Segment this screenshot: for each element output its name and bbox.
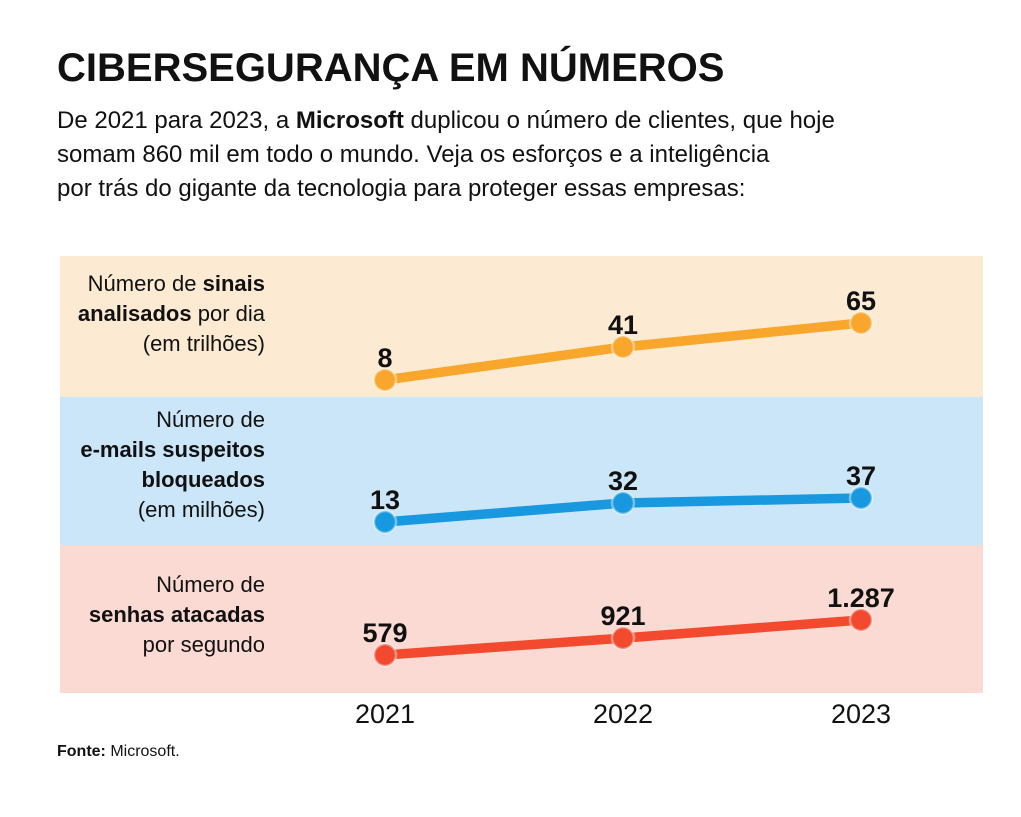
series-label-line: (em milhões)	[60, 495, 265, 525]
series-label-segment: analisados	[77, 300, 192, 326]
series-label-segment: Número de	[156, 407, 265, 432]
intro-text: duplicou o número de clientes, que hoje	[403, 107, 835, 134]
series-label-segment: sinais	[202, 270, 265, 296]
data-point	[610, 334, 636, 360]
data-value-label: 921	[600, 601, 645, 631]
data-value-label: 13	[370, 485, 400, 515]
series-label-segment: Número de	[156, 572, 265, 597]
series-label-segment: (em trilhões)	[142, 330, 265, 356]
chart-band-senhas-atacadas: Número de senhas atacadas por segundo 579 92…	[60, 545, 983, 693]
series-label-line: analisados por dia	[60, 299, 265, 329]
data-value-label: 8	[377, 343, 392, 373]
source-text: Microsoft.	[105, 743, 180, 760]
data-point	[372, 642, 398, 668]
source-note: Fonte: Microsoft.	[57, 743, 180, 761]
source-label: Fonte:	[57, 743, 106, 760]
series-label-line: bloqueados	[60, 465, 265, 495]
intro-text: De 2021 para 2023, a	[57, 107, 296, 134]
series-label-emails-suspeitos-bloqueados: Número de e-mails suspeitos bloqueados (em …	[60, 391, 265, 539]
intro-line-1: De 2021 para 2023, a Microsoft duplicou …	[57, 104, 835, 138]
data-point	[610, 625, 636, 651]
data-point	[848, 607, 874, 633]
series-label-senhas-atacadas: Número de senhas atacadas por segundo	[60, 541, 265, 689]
series-line-chart-sinais-analisados: 8 41 65	[372, 286, 876, 393]
intro-bold-microsoft: Microsoft	[295, 107, 404, 134]
data-point	[848, 310, 874, 336]
series-label-segment: (em milhões)	[137, 497, 265, 522]
series-label-sinais-analisados: Número de sinais analisados por dia (em tr…	[60, 243, 265, 384]
series-label-line: Número de sinais	[60, 269, 265, 299]
data-point	[610, 490, 636, 516]
data-point	[372, 367, 398, 393]
series-label-line: senhas atacadas	[60, 600, 265, 630]
series-label-segment: Número de	[87, 270, 203, 296]
series-label-segment: por segundo	[142, 632, 265, 657]
data-value-label: 1.287	[827, 583, 895, 613]
intro-paragraph: De 2021 para 2023, a Microsoft duplicou …	[57, 104, 835, 206]
x-axis-year-label: 2022	[592, 699, 654, 729]
series-label-segment: senhas atacadas	[88, 602, 265, 627]
series-label-line: Número de	[60, 570, 265, 600]
series-label-segment: e-mails suspeitos	[80, 437, 265, 462]
series-label-line: Número de	[60, 405, 265, 435]
data-value-label: 37	[846, 461, 876, 491]
data-point	[848, 485, 874, 511]
chart-band-emails-suspeitos-bloqueados: Número de e-mails suspeitos bloqueados (em …	[60, 397, 983, 545]
series-label-line: (em trilhões)	[60, 329, 265, 359]
intro-line-3: por trás do gigante da tecnologia para p…	[57, 175, 746, 202]
series-line-chart-emails-suspeitos-bloqueados: 13 32 37	[370, 461, 876, 535]
chart-bands: Número de sinais analisados por dia (em tr…	[60, 256, 983, 693]
page-title: CIBERSEGURANÇA EM NÚMEROS	[57, 46, 725, 90]
x-axis-year-label: 2021	[354, 699, 416, 729]
data-value-label: 41	[608, 310, 638, 340]
data-value-label: 65	[846, 286, 876, 316]
series-label-line: e-mails suspeitos	[60, 435, 265, 465]
chart-band-sinais-analisados: Número de sinais analisados por dia (em tr…	[60, 256, 983, 397]
series-label-line: por segundo	[60, 630, 265, 660]
data-value-label: 579	[362, 618, 407, 648]
x-axis: 2021 2022 2023	[0, 699, 1021, 733]
intro-line-2: somam 860 mil em todo o mundo. Veja os e…	[57, 141, 770, 168]
series-line-chart-senhas-atacadas: 579 921 1.287	[362, 583, 895, 668]
series-label-segment: por dia	[191, 300, 265, 326]
data-value-label: 32	[608, 466, 638, 496]
x-axis-year-label: 2023	[830, 699, 892, 729]
series-label-segment: bloqueados	[141, 467, 265, 492]
data-point	[372, 509, 398, 535]
